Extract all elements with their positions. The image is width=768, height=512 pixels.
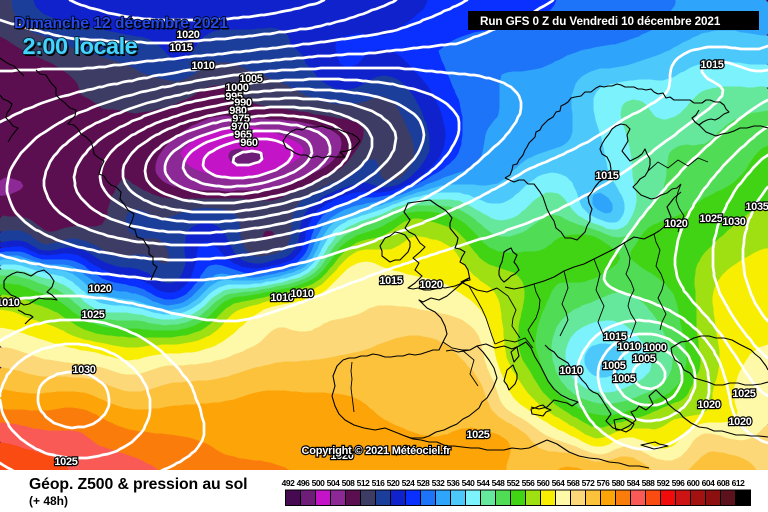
svg-text:592: 592 — [657, 478, 670, 488]
svg-text:552: 552 — [507, 478, 520, 488]
svg-text:496: 496 — [297, 478, 310, 488]
svg-text:1005: 1005 — [632, 353, 655, 365]
svg-text:1015: 1015 — [595, 170, 618, 182]
svg-text:975: 975 — [232, 113, 250, 125]
svg-text:Géop. Z500 & pression au sol: Géop. Z500 & pression au sol — [29, 476, 247, 493]
svg-text:536: 536 — [447, 478, 460, 488]
svg-text:1010: 1010 — [617, 341, 640, 353]
svg-text:965: 965 — [234, 129, 252, 141]
svg-text:1020: 1020 — [419, 279, 442, 291]
svg-text:2:00 locale: 2:00 locale — [23, 33, 138, 59]
svg-text:584: 584 — [627, 478, 640, 488]
svg-text:520: 520 — [387, 478, 400, 488]
svg-text:1030: 1030 — [72, 364, 95, 376]
svg-text:492: 492 — [282, 478, 295, 488]
svg-text:1015: 1015 — [169, 42, 192, 54]
svg-text:1010: 1010 — [290, 288, 313, 300]
svg-text:532: 532 — [432, 478, 445, 488]
svg-text:995: 995 — [225, 91, 243, 103]
svg-text:572: 572 — [582, 478, 595, 488]
svg-text:1015: 1015 — [379, 275, 402, 287]
svg-text:544: 544 — [477, 478, 490, 488]
svg-text:596: 596 — [672, 478, 685, 488]
svg-text:1010: 1010 — [0, 297, 20, 309]
svg-text:1020: 1020 — [697, 399, 720, 411]
svg-text:1020: 1020 — [728, 416, 751, 428]
svg-text:1005: 1005 — [612, 373, 635, 385]
svg-text:548: 548 — [492, 478, 505, 488]
svg-text:1010: 1010 — [191, 60, 214, 72]
svg-text:1005: 1005 — [602, 360, 625, 372]
svg-text:580: 580 — [612, 478, 625, 488]
svg-text:564: 564 — [552, 478, 565, 488]
svg-text:1025: 1025 — [54, 456, 77, 468]
svg-text:Run GFS 0 Z du Vendredi 10 déc: Run GFS 0 Z du Vendredi 10 décembre 2021 — [480, 15, 721, 28]
svg-text:990: 990 — [234, 97, 252, 109]
svg-text:1005: 1005 — [239, 73, 262, 85]
svg-text:1000: 1000 — [643, 342, 666, 354]
svg-text:1020: 1020 — [88, 283, 111, 295]
svg-text:Dimanche 12 décembre 2021: Dimanche 12 décembre 2021 — [16, 17, 230, 34]
svg-text:1010: 1010 — [270, 292, 293, 304]
svg-text:524: 524 — [402, 478, 415, 488]
svg-text:970: 970 — [231, 121, 249, 133]
svg-text:516: 516 — [372, 478, 385, 488]
svg-text:540: 540 — [462, 478, 475, 488]
svg-text:1025: 1025 — [699, 213, 722, 225]
svg-text:1025: 1025 — [81, 309, 104, 321]
svg-text:Copyright © 2021 Météociel.fr: Copyright © 2021 Météociel.fr — [301, 445, 451, 457]
svg-text:528: 528 — [417, 478, 430, 488]
svg-text:612: 612 — [732, 478, 745, 488]
svg-text:1010: 1010 — [559, 365, 582, 377]
svg-text:1030: 1030 — [722, 216, 745, 228]
svg-text:576: 576 — [597, 478, 610, 488]
svg-text:1020: 1020 — [176, 29, 199, 41]
svg-text:504: 504 — [327, 478, 340, 488]
svg-text:1020: 1020 — [330, 450, 353, 462]
svg-text:568: 568 — [567, 478, 580, 488]
svg-text:2:00 locale: 2:00 locale — [24, 35, 139, 61]
svg-text:608: 608 — [717, 478, 730, 488]
svg-text:1025: 1025 — [732, 388, 755, 400]
svg-text:588: 588 — [642, 478, 655, 488]
svg-text:1015: 1015 — [603, 331, 626, 343]
svg-text:1020: 1020 — [664, 218, 687, 230]
svg-text:980: 980 — [229, 105, 247, 117]
svg-text:556: 556 — [522, 478, 535, 488]
svg-text:500: 500 — [312, 478, 325, 488]
svg-text:1015: 1015 — [700, 59, 723, 71]
svg-text:1025: 1025 — [466, 429, 489, 441]
svg-text:508: 508 — [342, 478, 355, 488]
svg-text:600: 600 — [687, 478, 700, 488]
svg-text:960: 960 — [240, 137, 258, 149]
svg-text:(+ 48h): (+ 48h) — [29, 494, 68, 508]
svg-text:512: 512 — [357, 478, 370, 488]
svg-text:560: 560 — [537, 478, 550, 488]
svg-text:Dimanche 12 décembre 2021: Dimanche 12 décembre 2021 — [14, 15, 228, 32]
svg-text:604: 604 — [702, 478, 715, 488]
svg-text:1035: 1035 — [745, 201, 768, 213]
svg-text:1000: 1000 — [225, 82, 248, 94]
